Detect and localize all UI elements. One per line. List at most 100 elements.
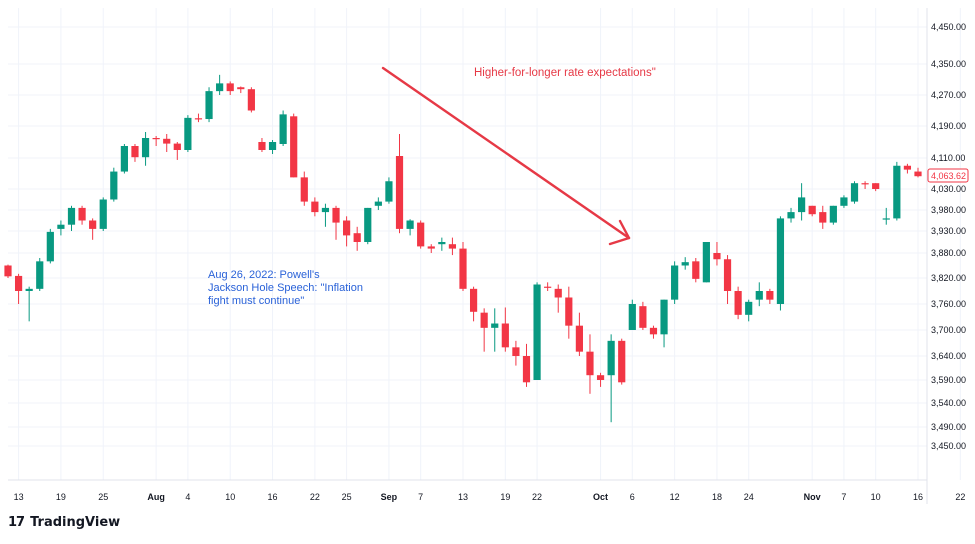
- candle-body: [819, 212, 827, 223]
- candle-body: [512, 347, 520, 356]
- candle: [131, 144, 139, 162]
- candle-body: [448, 244, 457, 249]
- annotation-jackson-hole-line-1: Aug 26, 2022: Powell's: [208, 269, 320, 281]
- chart-grid: [8, 8, 961, 480]
- last-price-tag: 4,063.62: [927, 168, 969, 183]
- candle: [173, 142, 181, 160]
- candle: [660, 299, 668, 348]
- candle: [25, 286, 33, 322]
- candle-body: [184, 117, 192, 150]
- candle: [216, 74, 224, 95]
- candles: [4, 74, 922, 423]
- candle: [808, 205, 816, 217]
- candle-body: [480, 312, 488, 328]
- candle-body: [417, 222, 425, 247]
- candle: [364, 207, 372, 245]
- candle: [57, 220, 65, 236]
- candle: [247, 87, 255, 113]
- candle: [110, 167, 118, 202]
- candle-body: [321, 207, 330, 213]
- candle-body: [660, 299, 668, 335]
- candle-body: [216, 83, 224, 92]
- y-tick-label: 4,110.00: [931, 153, 965, 163]
- candle-body: [237, 87, 245, 90]
- candle-body: [173, 143, 181, 150]
- candle-body: [14, 275, 23, 291]
- candle-body: [755, 291, 763, 300]
- candle-body: [300, 177, 308, 202]
- y-tick-label: 4,450.00: [931, 22, 966, 32]
- candle: [586, 334, 594, 394]
- candle: [755, 282, 763, 307]
- candle: [681, 257, 689, 270]
- candle: [205, 87, 213, 123]
- candle-body: [110, 171, 118, 200]
- candle-body: [586, 351, 594, 376]
- x-tick-label: 19: [56, 492, 66, 502]
- candle: [89, 218, 97, 240]
- candle-body: [882, 218, 890, 220]
- x-tick-label: 13: [14, 492, 24, 502]
- candle: [787, 207, 795, 223]
- candle-body: [268, 142, 277, 150]
- candle: [46, 228, 54, 264]
- candle-body: [353, 233, 361, 242]
- candle: [321, 203, 330, 227]
- candle: [268, 140, 277, 154]
- candle: [99, 197, 107, 231]
- candle-body: [565, 297, 573, 326]
- candle: [448, 237, 457, 256]
- y-axis-labels: 4,450.00 4,350.00 4,270.00 4,190.00 4,110.00…: [931, 22, 966, 451]
- candle: [554, 284, 562, 313]
- candle: [872, 183, 880, 192]
- candle: [163, 134, 171, 152]
- candle: [893, 161, 901, 221]
- y-tick-label: 4,350.00: [931, 59, 966, 69]
- candle: [152, 136, 160, 146]
- y-tick-label: 3,880.00: [931, 248, 966, 258]
- candle: [628, 299, 636, 330]
- candle-body: [723, 259, 732, 291]
- candle-body: [194, 118, 203, 120]
- candle-body: [628, 304, 636, 330]
- candle-body: [829, 205, 837, 223]
- candle-body: [343, 220, 351, 236]
- candle-body: [89, 220, 97, 229]
- candle-body: [67, 207, 76, 225]
- candle-body: [554, 288, 562, 298]
- candle-body: [78, 207, 86, 221]
- candle: [4, 264, 12, 278]
- candle: [702, 242, 710, 283]
- x-tick-label: 7: [841, 492, 846, 502]
- candle-body: [893, 165, 901, 219]
- candle-body: [903, 165, 912, 170]
- candle: [766, 288, 774, 304]
- x-tick-label: 22: [955, 492, 965, 502]
- x-tick-label: 16: [268, 492, 278, 502]
- candle: [311, 197, 319, 217]
- candle: [469, 286, 478, 322]
- candle-body: [840, 197, 848, 206]
- candle-body: [671, 265, 679, 300]
- candle: [385, 177, 393, 204]
- annotation-jackson-hole-line-2: Jackson Hole Speech: "Inflation: [208, 282, 363, 294]
- candle: [671, 261, 679, 304]
- candle: [512, 340, 520, 366]
- candle-body: [374, 201, 382, 206]
- candle: [279, 110, 287, 146]
- x-tick-label: 24: [744, 492, 754, 502]
- x-tick-label: Aug: [147, 492, 165, 502]
- last-price-tag-box: [927, 168, 969, 183]
- candle: [14, 273, 23, 304]
- y-tick-label: 3,590.00: [931, 375, 966, 385]
- candle-body: [776, 218, 785, 304]
- y-tick-label: 3,980.00: [931, 205, 966, 215]
- candle: [639, 301, 647, 330]
- candle-body: [787, 212, 795, 219]
- candle: [491, 308, 499, 352]
- candle: [353, 226, 361, 251]
- candle: [533, 282, 541, 380]
- y-tick-label: 3,700.00: [931, 325, 966, 335]
- last-price-tag-text: 4,063.62: [931, 171, 966, 181]
